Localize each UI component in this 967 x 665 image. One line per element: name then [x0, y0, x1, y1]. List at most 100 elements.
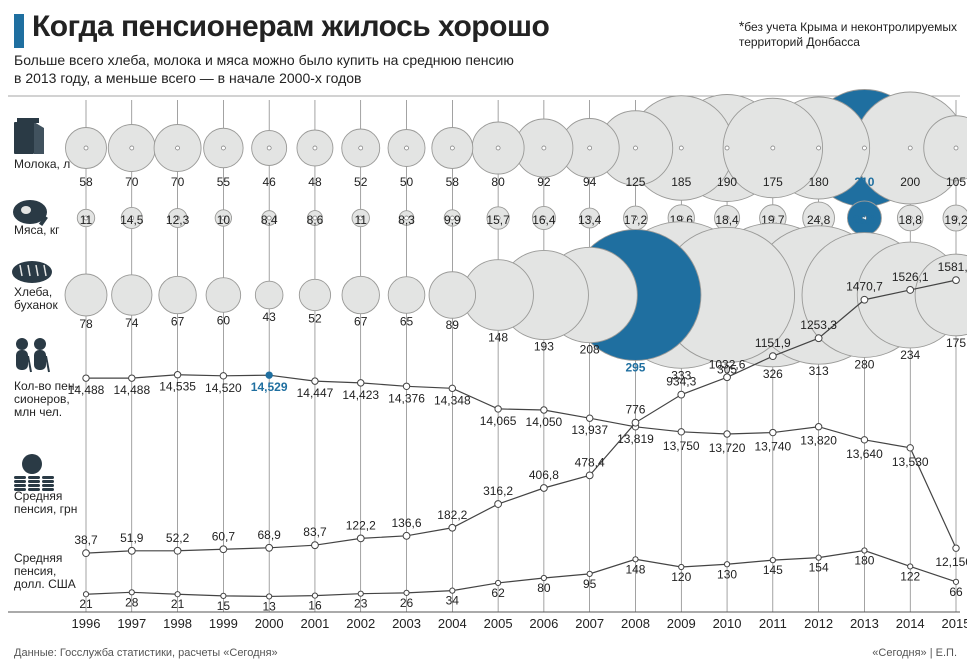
- meat-value: 16,4: [532, 213, 556, 227]
- row-label: Средняяпенсия, грн: [14, 489, 77, 516]
- pens-value: 14,535: [159, 380, 196, 394]
- year-label: 2004: [438, 616, 467, 631]
- year-label: 1999: [209, 616, 238, 631]
- year-label: 1996: [72, 616, 101, 631]
- pens-value: 14,065: [480, 414, 517, 428]
- bread-icon: [12, 261, 52, 283]
- uah-point: [815, 335, 822, 342]
- uah-point: [540, 485, 547, 492]
- pens-value: 14,520: [205, 381, 242, 395]
- usd-point: [587, 571, 592, 576]
- uah-value: 83,7: [303, 525, 327, 539]
- meat-value: 24,8: [807, 213, 831, 227]
- usd-point: [908, 564, 913, 569]
- usd-value: 154: [809, 561, 829, 575]
- bread-value: 193: [534, 340, 554, 354]
- usd-value: 62: [491, 586, 505, 600]
- usd-value: 66: [949, 585, 963, 599]
- year-label: 2002: [346, 616, 375, 631]
- year-label: 2007: [575, 616, 604, 631]
- pens-point: [495, 406, 501, 412]
- bread-value: 313: [809, 364, 829, 378]
- usd-point: [129, 590, 134, 595]
- usd-value: 95: [583, 577, 597, 591]
- bread-value: 78: [79, 317, 93, 331]
- uah-value: 1581,5: [938, 260, 967, 274]
- usd-value: 15: [217, 599, 231, 613]
- pens-value: 13,819: [617, 432, 654, 446]
- meat-value: 11: [355, 213, 368, 227]
- milk-value: 58: [79, 175, 93, 189]
- pens-value: 14,447: [297, 386, 334, 400]
- year-label: 1998: [163, 616, 192, 631]
- usd-point: [404, 590, 409, 595]
- meat-value: 14,5: [120, 213, 144, 227]
- pens-value: 13,750: [663, 439, 700, 453]
- pens-value: 13,640: [846, 447, 883, 461]
- milk-value: 80: [491, 175, 505, 189]
- uah-value: 1253,3: [800, 318, 837, 332]
- bread-bubble: [255, 281, 283, 309]
- pens-point: [220, 373, 226, 379]
- pens-point: [266, 372, 272, 378]
- meat-value: 19,2: [944, 213, 967, 227]
- year-label: 2015: [942, 616, 967, 631]
- usd-value: 122: [900, 569, 920, 583]
- uah-value: 68,9: [257, 528, 281, 542]
- year-label: 2001: [300, 616, 329, 631]
- meat-value: 8,6: [307, 213, 324, 227]
- pens-point: [678, 429, 684, 435]
- year-label: 2000: [255, 616, 284, 631]
- uah-point: [266, 544, 273, 551]
- meat-value: 12,3: [166, 213, 190, 227]
- pens-value: 14,423: [342, 388, 379, 402]
- pens-line: [86, 375, 956, 548]
- bread-bubble: [159, 276, 196, 313]
- pens-point: [953, 545, 959, 551]
- year-label: 2012: [804, 616, 833, 631]
- uah-point: [449, 524, 456, 531]
- uah-point: [586, 472, 593, 479]
- bread-value: 65: [400, 314, 414, 328]
- usd-value: 13: [262, 599, 276, 613]
- uah-point: [678, 391, 685, 398]
- usd-point: [679, 564, 684, 569]
- usd-value: 180: [854, 554, 874, 568]
- usd-point: [862, 548, 867, 553]
- pens-value: 13,820: [800, 434, 837, 448]
- meat-value: 13,4: [578, 213, 602, 227]
- usd-point: [450, 588, 455, 593]
- milk-value: 52: [354, 175, 368, 189]
- milk-icon: [14, 118, 44, 154]
- milk-value: 210: [854, 175, 874, 189]
- bread-value: 234: [900, 348, 920, 362]
- pens-point: [174, 372, 180, 378]
- uah-point: [357, 535, 364, 542]
- pensioners-icon: [16, 338, 49, 372]
- usd-point: [816, 555, 821, 560]
- uah-value: 1032,6: [709, 357, 746, 371]
- pens-point: [861, 437, 867, 443]
- uah-value: 1151,9: [755, 336, 791, 350]
- usd-point: [770, 558, 775, 563]
- pens-point: [586, 415, 592, 421]
- milk-value: 94: [583, 175, 597, 189]
- pens-value: 13,720: [709, 441, 746, 455]
- uah-value: 51,9: [120, 531, 144, 545]
- pens-value: 14,050: [526, 415, 563, 429]
- meat-value: 10: [217, 213, 231, 227]
- bread-bubble: [388, 277, 425, 314]
- year-label: 2014: [896, 616, 925, 631]
- uah-value: 122,2: [346, 518, 376, 532]
- pens-value: 14,348: [434, 393, 471, 407]
- pens-point: [358, 380, 364, 386]
- chart-canvas: 1996199719981999200020012002200320042005…: [0, 0, 967, 665]
- uah-value: 1526,1: [892, 270, 929, 284]
- year-label: 2013: [850, 616, 879, 631]
- milk-value: 58: [446, 175, 460, 189]
- usd-value: 130: [717, 567, 737, 581]
- pens-point: [129, 375, 135, 381]
- uah-point: [128, 547, 135, 554]
- milk-value: 70: [171, 175, 185, 189]
- meat-value: 26,9: [853, 213, 877, 227]
